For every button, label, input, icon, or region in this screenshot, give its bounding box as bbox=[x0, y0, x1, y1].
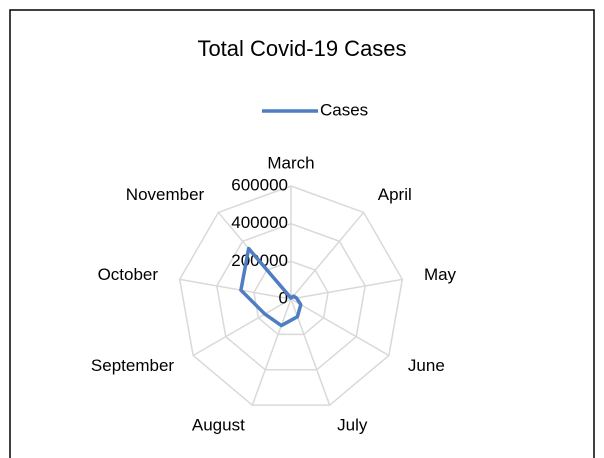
category-label: March bbox=[267, 153, 314, 172]
spoke bbox=[192, 298, 292, 357]
category-label: May bbox=[424, 265, 457, 284]
r-tick-label: 600000 bbox=[231, 175, 288, 194]
category-label: April bbox=[378, 185, 412, 204]
chart-title: Total Covid-19 Cases bbox=[197, 36, 406, 61]
radar-line bbox=[239, 246, 303, 328]
legend-label: Cases bbox=[320, 100, 368, 119]
r-tick-label: 0 bbox=[279, 288, 288, 307]
category-label: September bbox=[91, 356, 174, 375]
grid-ring bbox=[253, 260, 329, 336]
category-label: October bbox=[98, 265, 159, 284]
category-label: November bbox=[126, 185, 205, 204]
grid-ring bbox=[178, 185, 404, 406]
chart-border bbox=[9, 9, 595, 458]
spoke bbox=[290, 211, 365, 300]
category-label: August bbox=[192, 415, 245, 434]
spoke bbox=[290, 298, 390, 357]
spoke bbox=[251, 298, 292, 406]
spoke bbox=[179, 278, 292, 300]
category-label: June bbox=[408, 356, 445, 375]
category-label: July bbox=[337, 415, 368, 434]
grid-ring bbox=[216, 222, 366, 371]
r-tick-label: 400000 bbox=[231, 213, 288, 232]
spoke bbox=[290, 278, 403, 300]
